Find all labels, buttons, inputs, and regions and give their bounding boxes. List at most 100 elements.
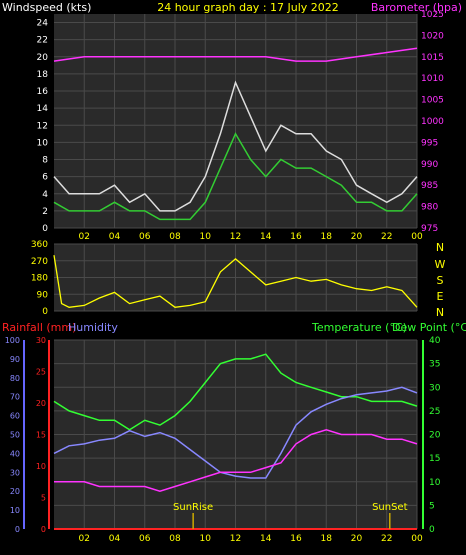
- temperature-tick-label: 40: [429, 336, 441, 346]
- wind-direction-series-line: [53, 255, 418, 308]
- humidity-tick-label: 40: [10, 449, 20, 458]
- rainfall-tick-label: 25: [36, 368, 46, 377]
- compass-w: W: [435, 258, 446, 271]
- windspeed-tick-label: 12: [37, 121, 48, 131]
- humidity-series-line: [53, 386, 418, 479]
- hour-tick-label: 16: [290, 232, 302, 242]
- temperature-tick-label: 20: [429, 431, 441, 441]
- barometer-tick-label: 995: [421, 138, 438, 148]
- hour-tick-label: 00: [411, 232, 423, 242]
- graph-title: 24 hour graph day : 17 July 2022: [157, 1, 339, 14]
- humidity-tick-label: 90: [10, 355, 20, 364]
- compass-e: E: [437, 290, 444, 303]
- windspeed-axis-title: Windspeed (kts): [2, 1, 91, 14]
- barometer-tick-label: 1005: [421, 96, 444, 106]
- rainfall-tick-label: 30: [36, 336, 46, 345]
- barometer-tick-label: 1000: [421, 117, 444, 127]
- sunset-label: SunSet: [372, 502, 408, 513]
- temperature-tick-label: 15: [429, 454, 440, 464]
- temperature-tick-label: 35: [429, 360, 440, 370]
- compass-s: S: [437, 274, 444, 287]
- windspeed-tick-label: 8: [42, 156, 48, 166]
- hour-tick-label: 04: [109, 534, 121, 544]
- compass-n-top: N: [436, 241, 444, 254]
- temperature-tick-label: 0: [429, 525, 435, 535]
- hour-tick-label: 20: [351, 534, 363, 544]
- windspeed-tick-label: 22: [37, 36, 48, 46]
- barometer-tick-label: 975: [421, 224, 438, 234]
- hour-tick-label: 02: [79, 534, 90, 544]
- barometer-tick-label: 990: [421, 160, 438, 170]
- hour-tick-label: 18: [321, 232, 333, 242]
- hour-tick-label: 16: [290, 534, 302, 544]
- hour-tick-label: 10: [200, 534, 212, 544]
- rainfall-tick-label: 5: [41, 494, 46, 503]
- hour-tick-label: 10: [200, 232, 212, 242]
- windspeed-tick-label: 4: [42, 190, 48, 200]
- humidity-tick-label: 70: [10, 393, 20, 402]
- windspeed-series-line: [53, 132, 418, 221]
- windspeed-tick-label: 20: [37, 53, 49, 63]
- humidity-tick-label: 50: [10, 431, 20, 440]
- hour-tick-label: 08: [169, 232, 181, 242]
- sunrise-label: SunRise: [173, 502, 213, 513]
- barometer-tick-label: 1020: [421, 31, 444, 41]
- humidity-tick-label: 20: [10, 487, 20, 496]
- direction-tick-label: 360: [31, 240, 48, 250]
- rainfall-axis-title: Rainfall (mm): [2, 321, 76, 334]
- windspeed-tick-label: 6: [42, 173, 48, 183]
- temperature-series-line: [53, 353, 418, 431]
- humidity-tick-label: 100: [5, 336, 20, 345]
- humidity-axis-title: Humidity: [68, 321, 118, 334]
- barometer-axis-title: Barometer (hpa): [371, 1, 462, 14]
- humidity-tick-label: 80: [10, 374, 20, 383]
- hour-tick-label: 02: [79, 232, 90, 242]
- dewpoint-axis-title: Dew Point (°C): [392, 321, 466, 334]
- hour-tick-label: 12: [230, 232, 241, 242]
- barometer-tick-label: 1025: [421, 10, 444, 20]
- direction-tick-label: 180: [31, 274, 48, 284]
- windspeed-tick-label: 24: [37, 19, 49, 29]
- dewpoint-series-line: [54, 429, 418, 492]
- hour-tick-label: 22: [381, 232, 392, 242]
- temperature-tick-label: 30: [429, 383, 441, 393]
- windspeed-tick-label: 0: [42, 224, 48, 234]
- barometer-tick-label: 1015: [421, 53, 444, 63]
- windspeed-tick-label: 2: [42, 207, 48, 217]
- hour-tick-label: 06: [139, 232, 151, 242]
- barometer-series-line: [53, 47, 418, 62]
- temperature-tick-label: 25: [429, 407, 440, 417]
- gust-series-line: [53, 80, 418, 212]
- hour-tick-label: 22: [381, 534, 392, 544]
- hour-tick-label: 06: [139, 534, 151, 544]
- direction-tick-label: 90: [37, 290, 49, 300]
- hour-tick-label: 20: [351, 232, 363, 242]
- hour-tick-label: 14: [260, 232, 272, 242]
- hour-tick-label: 04: [109, 232, 121, 242]
- temperature-axis-title: Temperature (°C): [311, 321, 407, 334]
- hour-tick-label: 14: [260, 534, 272, 544]
- barometer-tick-label: 1010: [421, 74, 444, 84]
- windspeed-tick-label: 18: [37, 70, 49, 80]
- temperature-tick-label: 5: [429, 501, 435, 511]
- humidity-tick-label: 10: [10, 506, 20, 515]
- humidity-tick-label: 60: [10, 412, 20, 421]
- windspeed-tick-label: 14: [37, 104, 49, 114]
- direction-tick-label: 270: [31, 257, 48, 267]
- hour-tick-label: 12: [230, 534, 241, 544]
- direction-tick-label: 0: [42, 307, 48, 317]
- hour-tick-label: 18: [321, 534, 333, 544]
- windspeed-tick-label: 10: [37, 138, 49, 148]
- hour-tick-label: 00: [411, 534, 423, 544]
- hour-tick-label: 08: [169, 534, 181, 544]
- temperature-tick-label: 10: [429, 478, 441, 488]
- humidity-tick-label: 30: [10, 468, 20, 477]
- barometer-tick-label: 980: [421, 203, 438, 213]
- rainfall-tick-label: 15: [36, 431, 46, 440]
- humidity-tick-label: 0: [15, 525, 20, 534]
- compass-n-bottom: N: [436, 306, 444, 319]
- rainfall-tick-label: 20: [36, 399, 46, 408]
- rainfall-tick-label: 10: [36, 462, 46, 471]
- barometer-tick-label: 985: [421, 181, 438, 191]
